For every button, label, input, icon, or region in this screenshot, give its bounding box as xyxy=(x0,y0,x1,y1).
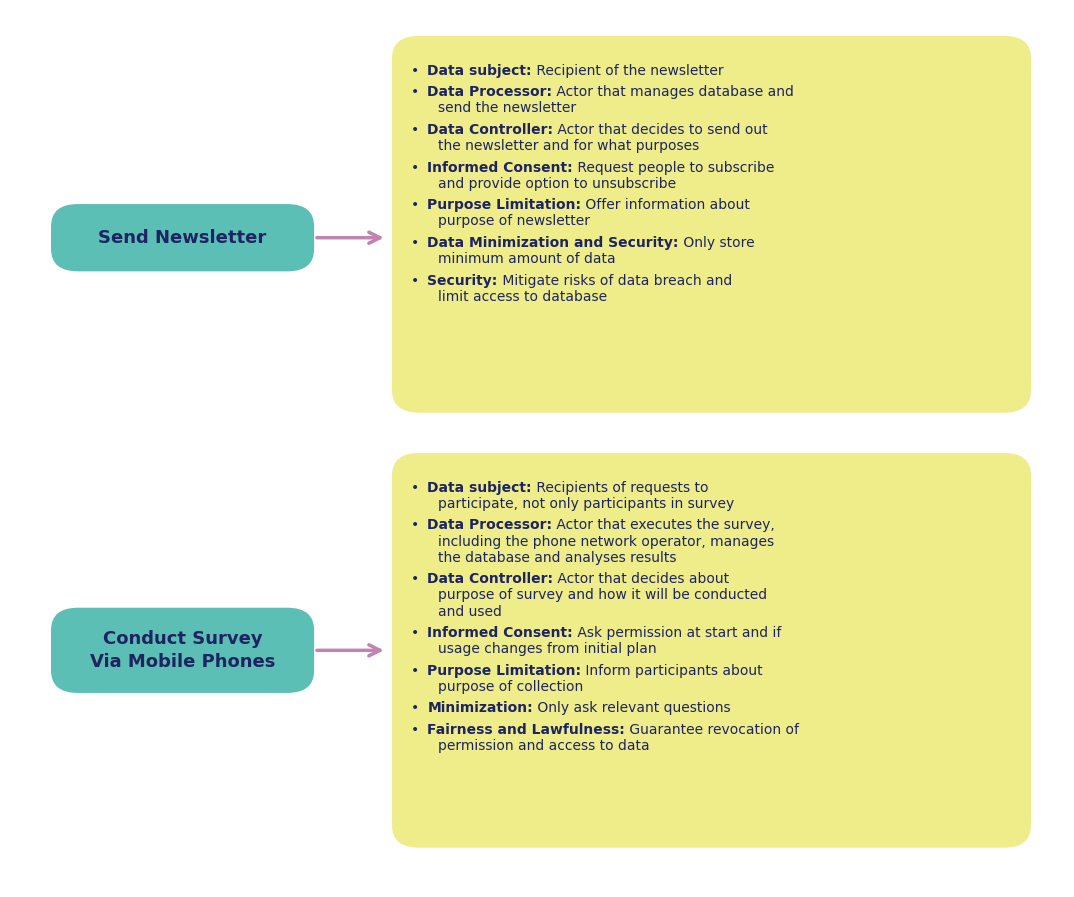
Text: Data Controller:: Data Controller: xyxy=(427,572,553,587)
Text: purpose of newsletter: purpose of newsletter xyxy=(438,214,591,229)
Text: Security:: Security: xyxy=(427,274,497,288)
Text: the database and analyses results: the database and analyses results xyxy=(438,551,677,565)
Text: Ask permission at start and if: Ask permission at start and if xyxy=(574,626,782,640)
Text: purpose of survey and how it will be conducted: purpose of survey and how it will be con… xyxy=(438,588,767,603)
Text: Purpose Limitation:: Purpose Limitation: xyxy=(427,664,581,678)
Text: •: • xyxy=(411,123,420,137)
FancyBboxPatch shape xyxy=(52,205,314,271)
Text: •: • xyxy=(411,701,420,716)
FancyBboxPatch shape xyxy=(392,36,1031,413)
Text: Only store: Only store xyxy=(679,236,754,250)
Text: Data Controller:: Data Controller: xyxy=(427,123,553,137)
Text: Recipient of the newsletter: Recipient of the newsletter xyxy=(532,64,724,78)
Text: Informed Consent:: Informed Consent: xyxy=(427,626,574,640)
Text: Actor that executes the survey,: Actor that executes the survey, xyxy=(552,518,775,533)
Text: •: • xyxy=(411,481,420,495)
Text: •: • xyxy=(411,572,420,587)
Text: Data Processor:: Data Processor: xyxy=(427,518,552,533)
Text: Conduct Survey
Via Mobile Phones: Conduct Survey Via Mobile Phones xyxy=(90,630,275,671)
Text: Recipients of requests to: Recipients of requests to xyxy=(532,481,709,495)
Text: Inform participants about: Inform participants about xyxy=(581,664,763,678)
Text: Data subject:: Data subject: xyxy=(427,64,532,78)
Text: Request people to subscribe: Request people to subscribe xyxy=(574,161,774,175)
Text: Actor that decides to send out: Actor that decides to send out xyxy=(553,123,768,137)
Text: Actor that manages database and: Actor that manages database and xyxy=(552,85,795,100)
Text: and used: and used xyxy=(438,605,502,619)
Text: •: • xyxy=(411,664,420,678)
Text: •: • xyxy=(411,236,420,250)
Text: participate, not only participants in survey: participate, not only participants in su… xyxy=(438,497,735,511)
Text: •: • xyxy=(411,723,420,737)
Text: Data Minimization and Security:: Data Minimization and Security: xyxy=(427,236,679,250)
Text: usage changes from initial plan: usage changes from initial plan xyxy=(438,642,657,657)
Text: purpose of collection: purpose of collection xyxy=(438,680,583,694)
Text: •: • xyxy=(411,626,420,640)
Text: permission and access to data: permission and access to data xyxy=(438,739,650,753)
Text: •: • xyxy=(411,85,420,100)
Text: Data subject:: Data subject: xyxy=(427,481,532,495)
Text: Fairness and Lawfulness:: Fairness and Lawfulness: xyxy=(427,723,625,737)
Text: •: • xyxy=(411,518,420,533)
Text: minimum amount of data: minimum amount of data xyxy=(438,252,615,266)
Text: and provide option to unsubscribe: and provide option to unsubscribe xyxy=(438,177,677,191)
Text: Only ask relevant questions: Only ask relevant questions xyxy=(533,701,730,716)
Text: including the phone network operator, manages: including the phone network operator, ma… xyxy=(438,535,774,549)
Text: the newsletter and for what purposes: the newsletter and for what purposes xyxy=(438,139,699,153)
Text: Send Newsletter: Send Newsletter xyxy=(99,229,266,247)
FancyBboxPatch shape xyxy=(392,453,1031,848)
Text: •: • xyxy=(411,274,420,288)
Text: Minimization:: Minimization: xyxy=(427,701,533,716)
Text: •: • xyxy=(411,198,420,213)
Text: Informed Consent:: Informed Consent: xyxy=(427,161,574,175)
Text: •: • xyxy=(411,64,420,78)
Text: send the newsletter: send the newsletter xyxy=(438,101,577,116)
Text: Purpose Limitation:: Purpose Limitation: xyxy=(427,198,581,213)
Text: Guarantee revocation of: Guarantee revocation of xyxy=(625,723,799,737)
Text: Actor that decides about: Actor that decides about xyxy=(553,572,729,587)
Text: •: • xyxy=(411,161,420,175)
Text: Mitigate risks of data breach and: Mitigate risks of data breach and xyxy=(497,274,732,288)
Text: Offer information about: Offer information about xyxy=(581,198,751,213)
Text: Data Processor:: Data Processor: xyxy=(427,85,552,100)
FancyBboxPatch shape xyxy=(52,608,314,692)
Text: limit access to database: limit access to database xyxy=(438,290,607,304)
